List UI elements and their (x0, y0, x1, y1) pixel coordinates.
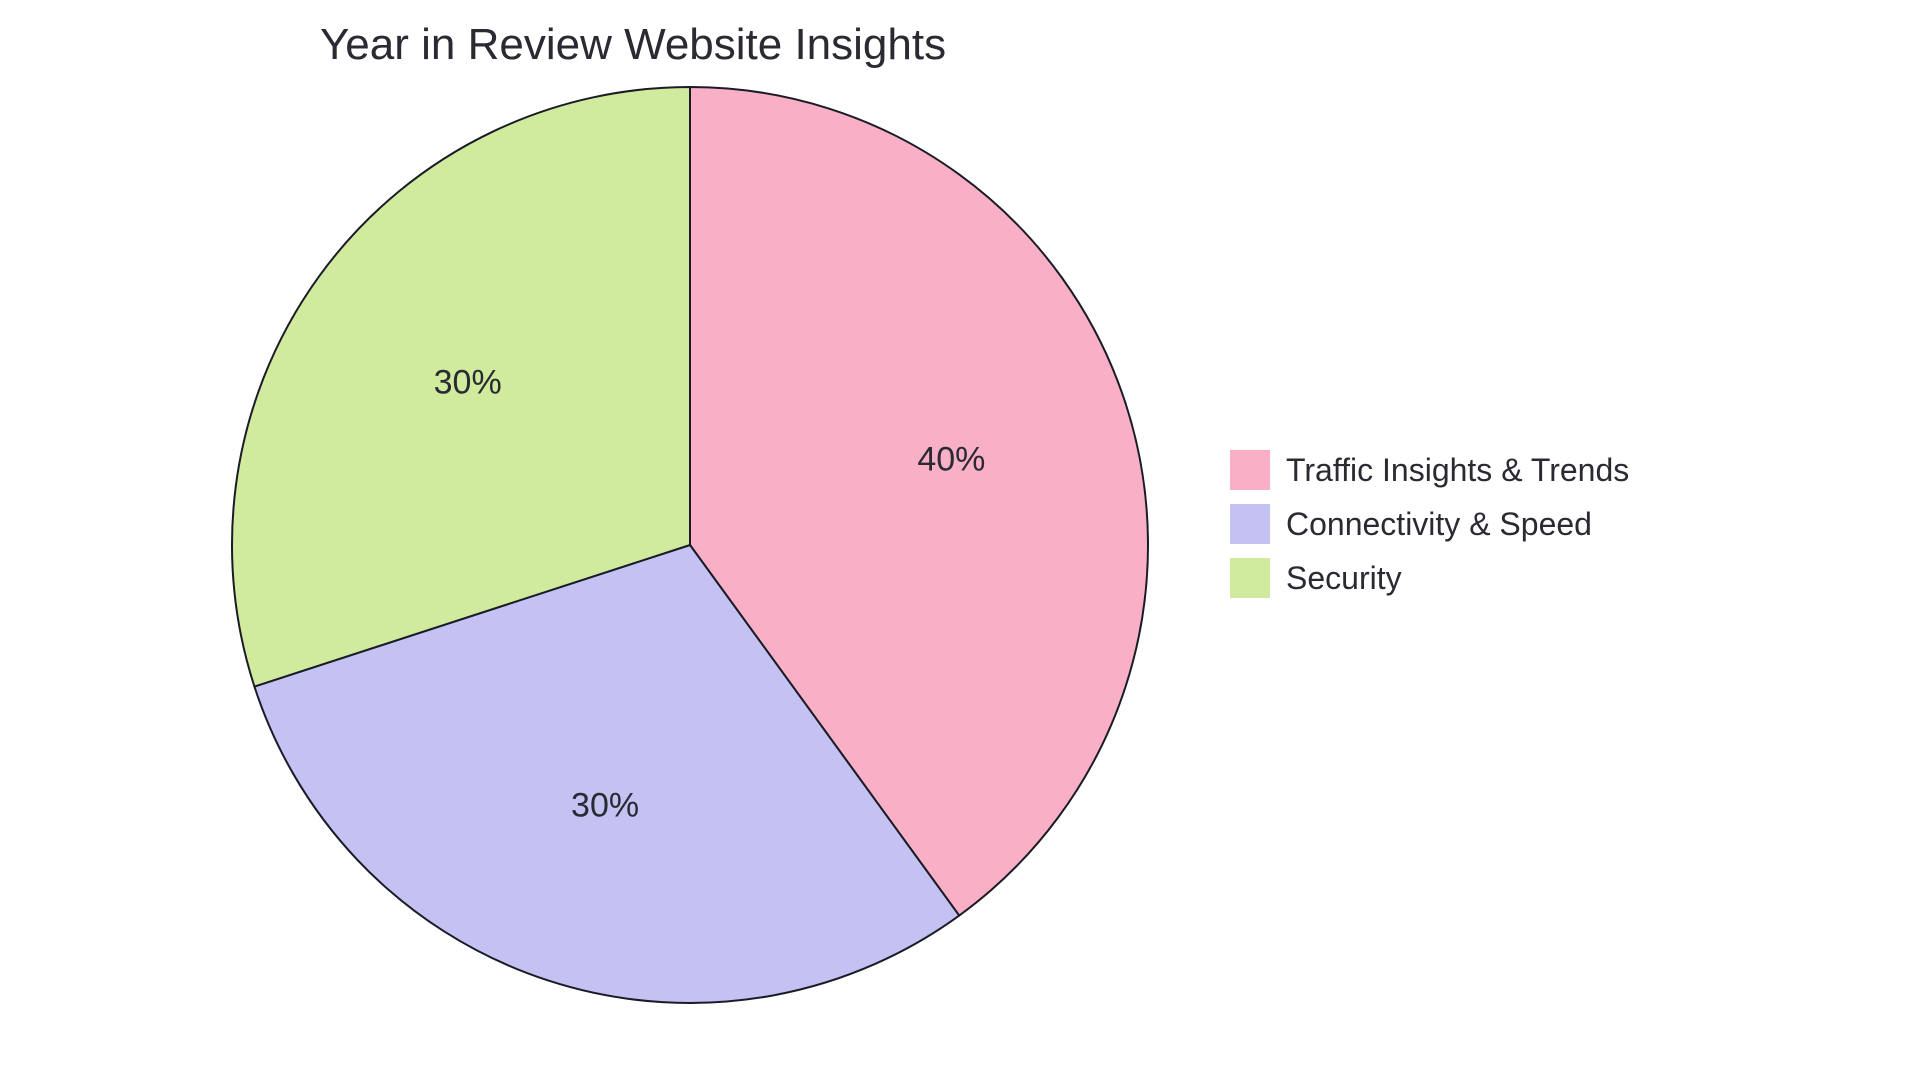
slice-pct-label: 40% (917, 441, 985, 480)
chart-stage: Year in Review Website Insights 40%30%30… (0, 0, 1920, 1080)
legend-item: Connectivity & Speed (1230, 504, 1629, 544)
slice-pct-label: 30% (571, 787, 639, 826)
legend-swatch (1230, 558, 1270, 598)
legend-swatch (1230, 450, 1270, 490)
legend: Traffic Insights & Trends Connectivity & … (1230, 450, 1629, 598)
legend-label: Connectivity & Speed (1286, 506, 1592, 543)
legend-label: Traffic Insights & Trends (1286, 452, 1629, 489)
legend-item: Security (1230, 558, 1629, 598)
slice-pct-label: 30% (434, 364, 502, 403)
legend-item: Traffic Insights & Trends (1230, 450, 1629, 490)
legend-label: Security (1286, 560, 1402, 597)
legend-swatch (1230, 504, 1270, 544)
pie-chart (0, 0, 1920, 1080)
